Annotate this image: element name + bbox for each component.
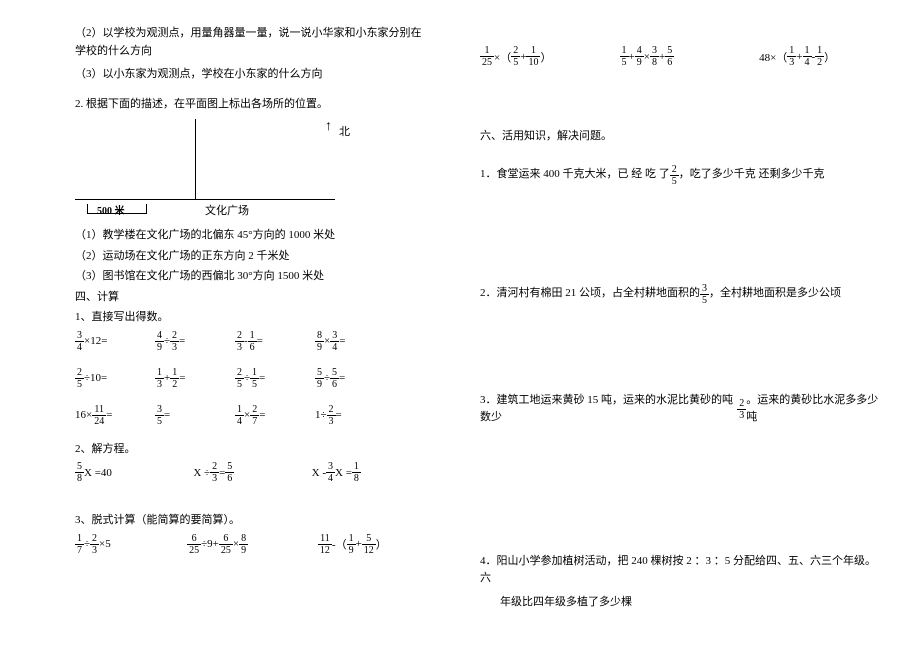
q2-title: 2. 根据下面的描述，在平面图上标出各场所的位置。 [75,96,430,114]
north-label: 北 [339,123,350,139]
left-column: （2）以学校为观测点，用量角器量一量，说一说小华家和小东家分别在学校的什么方向 … [0,0,440,651]
problem-1: 1．食堂运来 400 千克大米，已 经 吃 了 25 ，吃了多少千克 还剩多少千… [480,164,825,187]
q2-item3: （3）图书馆在文化广场的西偏北 30°方向 1500 米处 [75,268,430,285]
right-column: 125 ×（ 25 + 110 ） 15 + 49 × 38 + 56 48×（… [440,0,920,651]
q2-item1: （1）教学楼在文化广场的北偏东 45°方向的 1000 米处 [75,227,430,244]
sec6-title: 六、活用知识，解决问题。 [480,128,880,146]
sec4-2: 2、解方程。 [75,441,430,458]
sec4-3: 3、脱式计算（能简算的要简算）。 [75,512,430,529]
culture-square-label: 文化广场 [205,202,249,218]
q2-item2: （2）运动场在文化广场的正东方向 2 千米处 [75,248,430,265]
problem-3: 3．建筑工地运来黄砂 15 吨，运来的水泥比黄砂的吨数少 23 。运来的黄砂比水… [480,392,880,427]
scale-bracket-icon [87,204,147,214]
simplify-row: 17 ÷ 23 ×5 625 ÷9+ 625 × 89 1112 -（ 19 +… [75,533,430,556]
equation-row: 58 X =40 X ÷ 23 = 56 X - 34 X = 18 [75,461,430,484]
north-arrow-icon: ↑ [325,119,332,135]
diagram-horizontal-line [75,199,335,200]
q2-sub3: （3）以小东家为观测点，学校在小东家的什么方向 [75,66,430,84]
calc-row-2: 25 ÷10= 13 + 12 = 25 ÷ 15 = 59 ÷ 56 = [75,367,430,390]
plane-diagram: ↑ 北 文化广场 500 米 [75,119,355,219]
calc-row-1: 34 ×12= 49 ÷ 23 = 23 - 16 = 89 × 34 = [75,330,430,353]
q2-sub2: （2）以学校为观测点，用量角器量一量，说一说小华家和小东家分别在学校的什么方向 [75,25,430,60]
calc-row-3: 16× 1124 = 35 = 14 × 27 = 1÷ 23 = [75,404,430,427]
sec4-1: 1、直接写出得数。 [75,309,430,326]
diagram-vertical-line [195,119,196,199]
problem-2: 2．清河村有棉田 21 公顷，占全村耕地面积的 35 ，全村耕地面积是多少公顷 [480,283,841,306]
problem-4-line2: 年级比四年级多植了多少棵 [480,594,880,612]
top-expression-row: 125 ×（ 25 + 110 ） 15 + 49 × 38 + 56 48×（… [480,45,880,68]
problem-4-line1: 4．阳山小学参加植树活动，把 240 棵树按 2 ：3 ：5 分配给四、五、六三… [480,553,880,588]
sec4-title: 四、计算 [75,289,430,306]
